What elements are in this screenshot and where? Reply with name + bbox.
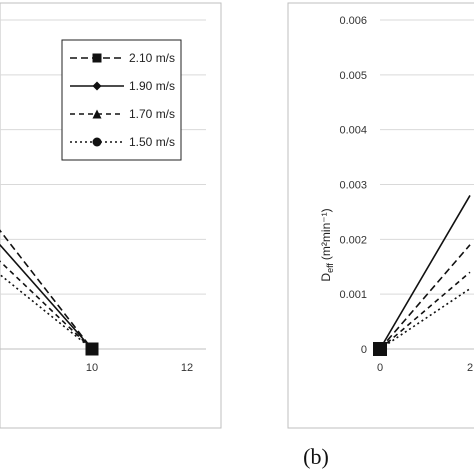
panel-a-x-ticks: 10 12: [86, 362, 193, 374]
series-line-2: [0, 243, 93, 350]
y-tick-label: 0.002: [339, 234, 367, 246]
legend-label: 2.10 m/s: [129, 51, 175, 65]
y-tick-label: 0.003: [339, 180, 367, 192]
panel-b-y-ticks: 0.006 0.005 0.004 0.003 0.002 0.001 0: [339, 15, 367, 356]
legend-marker-circle: [92, 137, 102, 147]
ylabel-main: D: [319, 273, 333, 282]
legend: 2.10 m/s 1.90 m/s 1.70 m/s 1.50 m/s: [61, 39, 182, 161]
ylabel-units: (m²min⁻¹): [319, 208, 333, 260]
panel-b-series: [379, 195, 471, 350]
x-tick-label: 2: [467, 362, 473, 374]
panel-b-origin-marker: [373, 342, 387, 356]
series-line-4: [379, 288, 471, 350]
legend-marker-square: [92, 53, 102, 63]
x-tick-label: 10: [86, 362, 98, 374]
series-line-1: [0, 229, 93, 350]
subplot-label-b: (b): [303, 444, 329, 469]
y-tick-label: 0: [361, 344, 367, 356]
end-marker: [85, 342, 99, 356]
panel-b-grid: [380, 19, 474, 350]
legend-items: 2.10 m/s 1.90 m/s 1.70 m/s 1.50 m/s: [70, 51, 175, 149]
panel-b-y-axis-label: Deff (m²min⁻¹): [319, 208, 335, 281]
legend-marker-diamond: [92, 81, 102, 91]
legend-marker-triangle: [92, 109, 102, 119]
series-line-4: [0, 273, 93, 350]
ylabel-subscript: eff: [325, 263, 335, 273]
series-line-3: [0, 260, 93, 350]
panel-a-markers: [85, 342, 99, 356]
legend-label: 1.70 m/s: [129, 107, 175, 121]
y-tick-label: 0.005: [339, 70, 367, 82]
panel-b-frame: [287, 2, 474, 429]
series-line-2: [379, 244, 471, 350]
series-line-1: [379, 195, 471, 350]
x-tick-label: 0: [377, 362, 383, 374]
legend-label: 1.50 m/s: [129, 135, 175, 149]
y-tick-label: 0.006: [339, 15, 367, 27]
legend-label: 1.90 m/s: [129, 79, 175, 93]
series-line-3: [379, 271, 471, 350]
y-tick-label: 0.004: [339, 125, 367, 137]
panel-a-series: [0, 229, 93, 350]
legend-box: [61, 39, 182, 161]
x-tick-label: 12: [181, 362, 193, 374]
y-tick-label: 0.001: [339, 289, 367, 301]
